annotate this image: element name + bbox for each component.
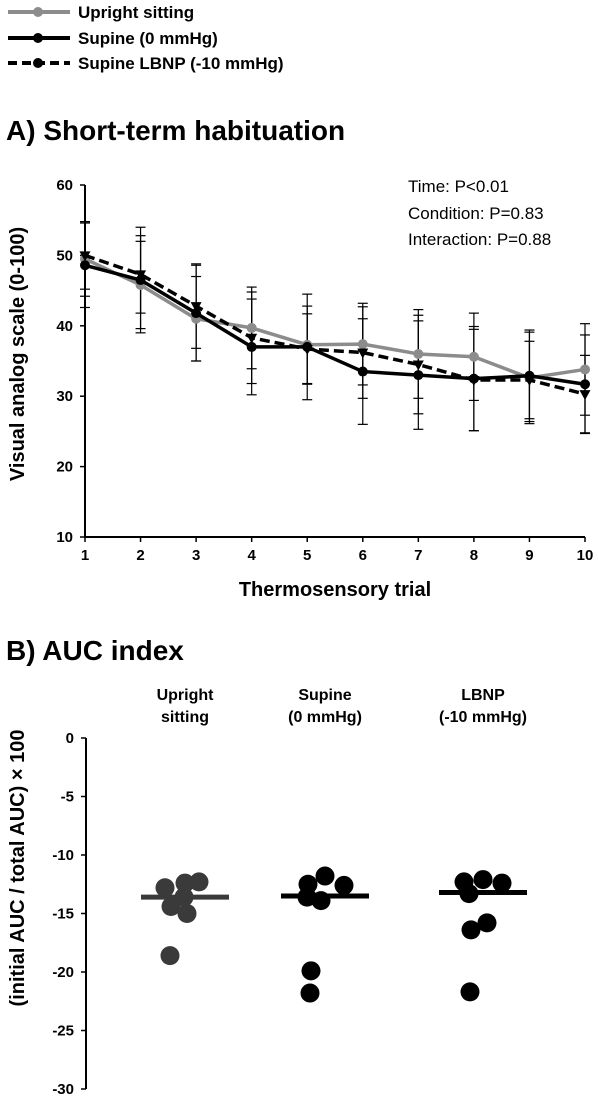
panel-b-ytick-label-4: -20 xyxy=(52,964,74,981)
panel-a-xtick-label-3: 4 xyxy=(247,547,256,564)
panel-b-ytick-label-2: -10 xyxy=(52,847,74,864)
series-marker-s2-2 xyxy=(190,302,202,313)
legend: Upright sitting Supine (0 mmHg) Supine L… xyxy=(8,3,284,73)
panel-a-xtick-label-5: 6 xyxy=(359,547,367,564)
dot-g1-5 xyxy=(301,961,321,981)
dot-g2-2 xyxy=(492,873,512,893)
panel-a-plot: 10 20 30 40 50 60 1 2 3 4 5 6 7 8 9 10 xyxy=(56,177,593,564)
panel-a-stats: Time: P<0.01 Condition: P=0.83 Interacti… xyxy=(408,177,551,249)
panel-a-ytick-label-2: 30 xyxy=(56,388,73,405)
group-label-1: Supine (0 mmHg) xyxy=(288,687,362,726)
series-marker-s0-6 xyxy=(413,348,424,359)
series-marker-s2-1 xyxy=(135,270,147,281)
panel-b-ytick-label-5: -25 xyxy=(52,1023,74,1040)
legend-label-upright: Upright sitting xyxy=(78,3,194,22)
series-marker-s1-3 xyxy=(246,341,257,352)
series-marker-s2-7 xyxy=(468,376,480,387)
panel-a-title: A) Short-term habituation xyxy=(6,115,345,146)
panel-a-ytick-label-1: 20 xyxy=(56,459,73,476)
series-marker-s2-3 xyxy=(246,333,258,344)
dot-g0-4 xyxy=(161,896,181,916)
panel-b-ytick-label-6: -30 xyxy=(52,1081,74,1098)
panel-a-xtick-label-2: 3 xyxy=(192,547,200,564)
legend-label-supine: Supine (0 mmHg) xyxy=(78,29,218,48)
dot-g2-1 xyxy=(473,870,493,890)
stat-time: Time: P<0.01 xyxy=(408,177,509,196)
series-marker-s0-7 xyxy=(468,351,479,362)
panel-b-ytick-label-1: -5 xyxy=(61,789,74,806)
series-marker-s2-6 xyxy=(412,360,424,371)
panel-a-ytick-label-0: 10 xyxy=(56,529,73,546)
panel-a-ylabel: Visual analog scale (0-100) xyxy=(7,227,29,481)
series-marker-s1-5 xyxy=(357,366,368,377)
dot-g2-4 xyxy=(477,913,497,933)
dot-g1-2 xyxy=(334,875,354,895)
series-marker-s2-0 xyxy=(79,251,91,262)
panel-a-xtick-label-1: 2 xyxy=(136,547,144,564)
dot-g2-5 xyxy=(461,920,481,940)
panel-a-ytick-label-5: 60 xyxy=(56,177,73,194)
dot-g2-6 xyxy=(460,982,480,1002)
series-marker-s1-9 xyxy=(580,379,590,390)
panel-a-ytick-label-4: 50 xyxy=(56,247,73,264)
legend-entry-upright: Upright sitting xyxy=(8,3,194,22)
panel-a-xtick-label-4: 5 xyxy=(303,547,311,564)
panel-a-xtick-label-9: 10 xyxy=(577,547,594,564)
dot-g0-2 xyxy=(189,872,209,892)
panel-b-ytick-label-3: -15 xyxy=(52,906,74,923)
series-marker-s1-2 xyxy=(191,308,202,319)
series-marker-s0-5 xyxy=(357,339,368,350)
series-marker-s0-9 xyxy=(580,364,590,375)
series-marker-s2-9 xyxy=(579,390,591,401)
stat-interaction: Interaction: P=0.88 xyxy=(408,230,551,249)
series-marker-s2-8 xyxy=(523,376,535,387)
dot-g0-0 xyxy=(155,878,175,898)
series-marker-s1-6 xyxy=(413,370,424,381)
dot-g1-1 xyxy=(315,866,335,886)
dot-g1-6 xyxy=(300,983,320,1003)
stat-condition: Condition: P=0.83 xyxy=(408,204,544,223)
panel-a-xtick-label-6: 7 xyxy=(414,547,422,564)
panel-a-xtick-label-0: 1 xyxy=(81,547,89,564)
series-marker-s0-3 xyxy=(246,322,257,333)
series-line-0 xyxy=(84,257,586,380)
series-line-2 xyxy=(84,253,586,396)
dot-g0-1 xyxy=(175,873,195,893)
panel-b-ylabel: (initial AUC / total AUC) × 100 xyxy=(7,730,29,1007)
legend-entry-lbnp: Supine LBNP (-10 mmHg) xyxy=(8,54,284,73)
series-marker-s1-0 xyxy=(80,260,90,271)
dot-g0-5 xyxy=(177,904,197,923)
series-marker-s2-4 xyxy=(301,345,313,356)
panel-b-ytick-label-0: 0 xyxy=(66,730,74,747)
group-label-2: LBNP (-10 mmHg) xyxy=(439,687,527,726)
legend-entry-supine: Supine (0 mmHg) xyxy=(8,29,218,48)
series-line-1 xyxy=(84,263,586,386)
dot-g0-6 xyxy=(160,946,180,966)
panel-b-plot: 0 -5 -10 -15 -20 -25 -30 Upright sitting Supine (0… xyxy=(52,687,527,1098)
group-label-0: Upright sitting xyxy=(157,687,215,726)
panel-a-xtick-label-8: 9 xyxy=(525,547,533,564)
series-marker-s2-5 xyxy=(357,348,369,359)
panel-a-xlabel: Thermosensory trial xyxy=(239,579,431,601)
panel-b-title: B) AUC index xyxy=(6,635,184,666)
panel-a-ytick-label-3: 40 xyxy=(56,318,73,335)
legend-label-lbnp: Supine LBNP (-10 mmHg) xyxy=(78,54,284,73)
panel-a-xtick-label-7: 8 xyxy=(470,547,478,564)
